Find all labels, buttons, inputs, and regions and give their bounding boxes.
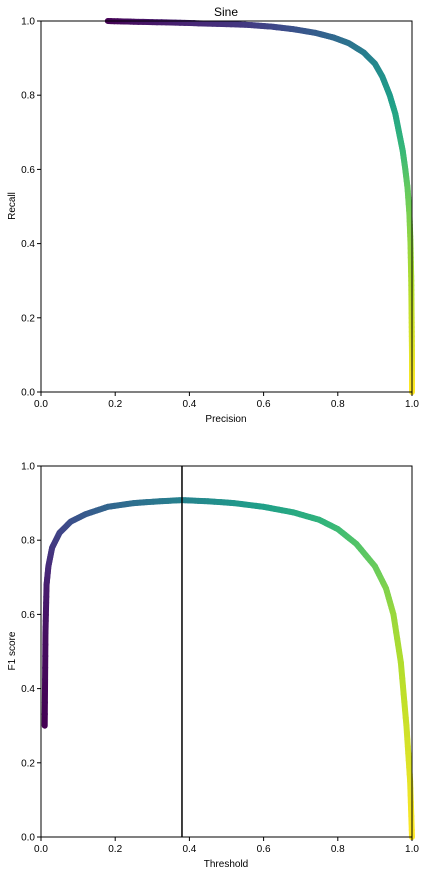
chart-2-x-ticks: 0.0 0.2 0.4 0.6 0.8 1.0 [34,837,419,855]
chart-2-y-tick-label: 0.4 [21,684,35,695]
chart-2-x-tick-label: 0.6 [257,844,271,855]
chart-1-y-tick-label: 0.0 [21,388,35,399]
chart-2-x-tick-label: 0.4 [182,844,196,855]
chart-1-x-axis-label: Precision [205,414,246,425]
chart-1-title: Sine [214,5,238,19]
chart-1-y-tick-label: 0.4 [21,239,35,250]
chart-2-frame [40,465,413,838]
chart-1-y-tick-label: 0.6 [21,165,35,176]
chart-1-curve [104,18,415,395]
chart-1-y-tick-label: 0.2 [21,313,35,324]
chart-2-y-tick-label: 1.0 [21,462,35,473]
chart-2-x-tick-label: 0.0 [34,844,48,855]
chart-2-curve [41,497,415,840]
chart-1-x-ticks: 0.0 0.2 0.4 0.6 0.8 1.0 [34,392,419,410]
chart-1-x-tick-label: 0.0 [34,399,48,410]
chart-2-y-tick-label: 0.8 [21,536,35,547]
chart-2-y-ticks: 0.0 0.2 0.4 0.6 0.8 1.0 [21,462,41,844]
chart-1-x-tick-label: 0.6 [257,399,271,410]
chart-2-y-axis-label: F1 score [7,631,18,670]
chart-1-x-tick-label: 0.8 [331,399,345,410]
chart-1-x-tick-label: 0.4 [182,399,196,410]
chart-1-y-tick-label: 1.0 [21,17,35,28]
chart-2-y-tick-label: 0.0 [21,833,35,844]
chart-2-y-tick-label: 0.2 [21,758,35,769]
chart-1-y-ticks: 0.0 0.2 0.4 0.6 0.8 1.0 [21,17,41,399]
chart-2-x-tick-label: 1.0 [405,844,419,855]
chart-1-x-tick-label: 1.0 [405,399,419,410]
chart-1-x-tick-label: 0.2 [108,399,122,410]
chart-1-frame [40,20,413,393]
chart-2: 0.0 0.2 0.4 0.6 0.8 1.0 0.0 0.2 0.4 0.6 0.8 1.0 Th… [7,462,419,871]
chart-2-x-tick-label: 0.8 [331,844,345,855]
chart-2-y-tick-label: 0.6 [21,610,35,621]
chart-2-x-axis-label: Threshold [204,859,248,870]
chart-1-y-tick-label: 0.8 [21,91,35,102]
chart-1-y-axis-label: Recall [7,192,18,220]
chart-2-x-tick-label: 0.2 [108,844,122,855]
chart-1: Sine 0.0 0.2 0.4 0.6 0.8 1.0 0.0 0.2 0.4 0.6 0.8 1… [7,5,419,425]
